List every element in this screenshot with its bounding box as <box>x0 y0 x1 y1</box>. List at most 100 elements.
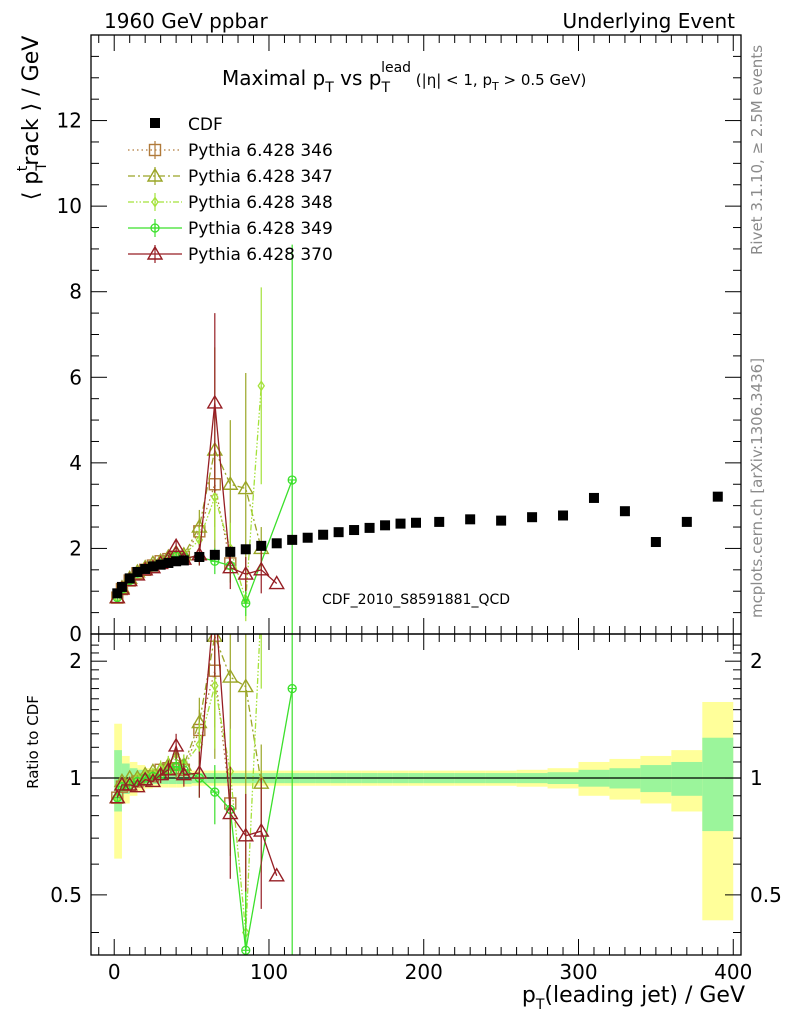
ratio-series-layer <box>109 590 297 955</box>
series-5-ratio-point <box>268 867 285 882</box>
reference-point <box>178 555 189 566</box>
legend-label: Pythia 6.428 346 <box>188 141 333 161</box>
title-part-tail: (|η| < 1, p <box>411 71 492 89</box>
reference-point <box>132 566 143 577</box>
legend-label: Pythia 6.428 348 <box>188 193 333 213</box>
side-label-bottom: mcplots.cern.ch [arXiv:1306.3436] <box>748 358 766 618</box>
title-sub-3: T <box>491 80 499 93</box>
legend-label: Pythia 6.428 370 <box>188 245 333 265</box>
series-2-point <box>237 480 254 495</box>
series-5-ratio-point <box>253 822 270 837</box>
y-tick-label: 2 <box>69 536 82 560</box>
ratio-tick-label-right: 0.5 <box>750 883 782 907</box>
reference-point <box>140 563 151 574</box>
series-5-ratio-point <box>121 776 138 791</box>
reference-point <box>465 514 476 525</box>
series-5-point <box>222 559 239 574</box>
reference-point <box>225 546 236 557</box>
series-5-ratio-point <box>175 766 193 781</box>
legend-marker <box>146 245 164 260</box>
legend-entry-series-4: Pythia 6.428 349 <box>128 219 333 239</box>
series-5-point <box>268 575 285 590</box>
reference-point <box>558 510 569 521</box>
reference-point <box>712 491 723 502</box>
side-label-top: Rivet 3.1.10, ≥ 2.5M events <box>748 45 766 255</box>
main-series-layer <box>109 244 723 634</box>
y-tick-label: 6 <box>69 365 82 389</box>
reference-point <box>527 512 538 523</box>
series-5-ratio-point <box>144 773 162 788</box>
legend: CDF Pythia 6.428 346 Pythia 6.428 347 Pythi… <box>128 115 333 265</box>
series-2-ratio <box>109 634 270 925</box>
ratio-tick-label-left: 0.5 <box>50 883 82 907</box>
series-5-ratio-point <box>136 771 154 786</box>
watermark: CDF_2010_S8591881_QCD <box>322 592 510 608</box>
series-3-ratio-point <box>258 600 264 609</box>
series-3-point <box>257 380 266 392</box>
y-tick-label: 0 <box>69 622 82 646</box>
reference-point <box>395 518 406 529</box>
band-inner-bin <box>671 761 703 796</box>
ratio-tick-label-left: 1 <box>69 766 82 790</box>
reference-point <box>364 522 375 533</box>
x-tick-label: 400 <box>714 960 752 984</box>
header-left: 1960 GeV ppbar <box>104 9 268 33</box>
series-5-point <box>167 537 185 552</box>
legend-label: Pythia 6.428 347 <box>188 167 333 187</box>
series-5-ratio-point <box>129 778 146 793</box>
series-5-ratio-point <box>152 766 169 781</box>
series-3-point <box>211 491 219 503</box>
band-inner-bin <box>702 737 734 832</box>
series-5-point <box>253 561 270 576</box>
reference-point <box>147 561 158 572</box>
reference-point <box>116 581 127 592</box>
title-part-main: Maximal p <box>222 66 325 90</box>
ratio-y-axis-label: Ratio to CDF <box>24 695 42 789</box>
series-5-ratio-point <box>191 764 208 779</box>
reference-point <box>588 492 599 503</box>
reference-point <box>349 525 360 536</box>
y-tick-label: 10 <box>57 194 82 218</box>
reference-point <box>434 516 445 527</box>
y-tick-label: 8 <box>69 280 82 304</box>
legend-cdf-label: CDF <box>188 115 223 135</box>
legend-marker <box>150 223 160 233</box>
reference-point <box>112 588 123 599</box>
legend-marker <box>146 167 164 182</box>
x-axis-label: pT(leading jet) / GeV <box>522 983 745 1013</box>
reference-point <box>124 573 135 584</box>
ratio-tick-label-left: 2 <box>69 649 82 673</box>
ratio-uncertainty-band <box>91 701 741 921</box>
reference-point <box>380 520 391 531</box>
legend-entry-series-2: Pythia 6.428 347 <box>128 167 333 187</box>
reference-point <box>155 559 166 570</box>
legend-marker <box>148 143 162 157</box>
series-5-ratio-point <box>167 737 185 752</box>
series-4-ratio-point <box>171 761 181 772</box>
legend-entry-series-3: Pythia 6.428 348 <box>128 193 333 213</box>
series-5-ratio-point <box>109 789 126 804</box>
title-sup: lead <box>381 60 411 76</box>
title-sub-2: T <box>381 80 391 96</box>
reference-point <box>619 506 630 517</box>
legend-label: Pythia 6.428 349 <box>188 219 333 239</box>
series-2-ratio-point <box>222 668 239 683</box>
reference-point <box>318 529 329 540</box>
series-3-line <box>116 385 262 600</box>
legend-entry-cdf: CDF <box>150 115 223 135</box>
series-2-main <box>109 347 270 605</box>
series-4-ratio-point <box>287 683 297 694</box>
series-5-ratio <box>109 590 285 909</box>
series-5-ratio-point <box>208 590 222 602</box>
reference-point <box>240 544 251 555</box>
series-5-point <box>237 565 254 580</box>
legend-marker <box>151 196 159 208</box>
reference-point <box>411 517 421 528</box>
reference-point <box>163 557 174 568</box>
series-4-point <box>287 475 297 485</box>
reference-point <box>256 540 267 551</box>
ratio-tick-label-right: 2 <box>750 649 763 673</box>
series-4-ratio-point <box>241 945 251 955</box>
